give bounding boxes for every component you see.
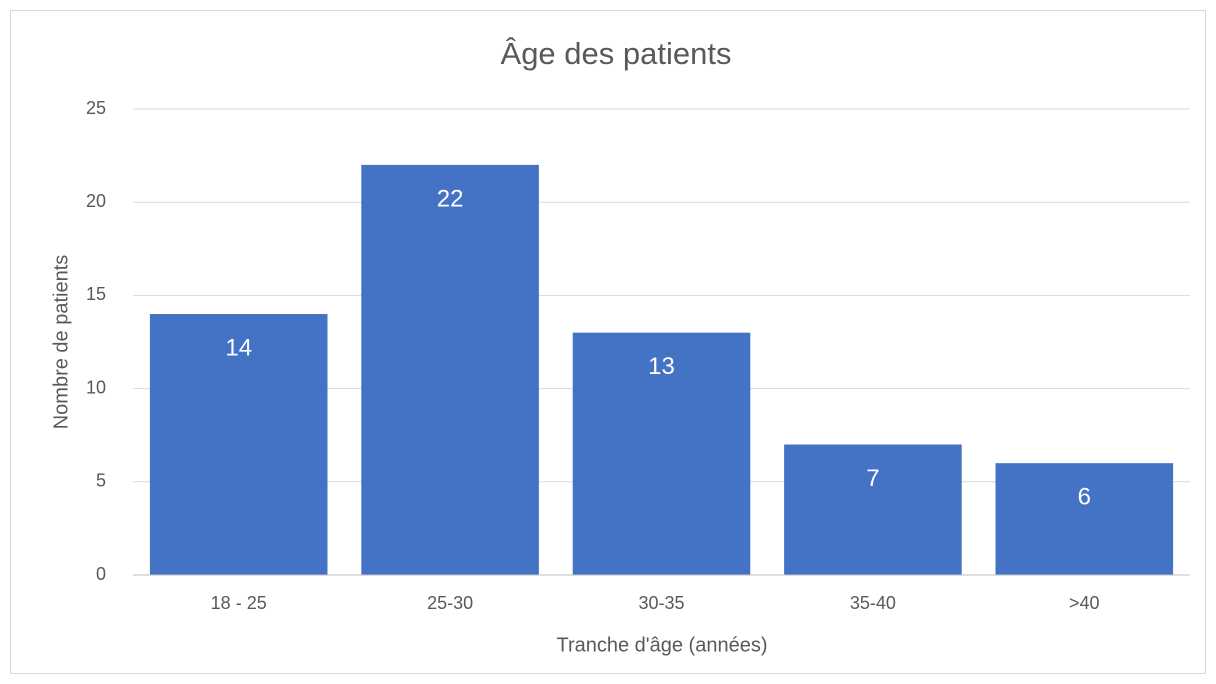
- y-tick-label: 5: [96, 471, 106, 491]
- x-tick-label: 18 - 25: [211, 593, 267, 613]
- bar: [149, 314, 328, 575]
- x-tick-label: 35-40: [850, 593, 896, 613]
- bar: [572, 332, 751, 575]
- chart-title: Âge des patients: [501, 36, 732, 71]
- y-axis-label: Nombre de patients: [50, 255, 72, 430]
- x-axis-label: Tranche d'âge (années): [557, 634, 768, 656]
- bar: [995, 463, 1174, 575]
- y-tick-label: 10: [86, 377, 106, 397]
- x-tick-label: >40: [1069, 593, 1100, 613]
- data-label: 14: [225, 334, 252, 361]
- y-tick-label: 0: [96, 564, 106, 584]
- data-label: 6: [1078, 484, 1091, 511]
- y-tick-label: 25: [86, 98, 106, 118]
- x-tick-label: 30-35: [638, 593, 684, 613]
- data-label: 7: [866, 465, 879, 492]
- x-tick-label: 25-30: [427, 593, 473, 613]
- bar: [361, 164, 539, 576]
- y-tick-label: 20: [86, 191, 106, 211]
- bar: [784, 444, 962, 575]
- data-label: 13: [648, 353, 675, 380]
- data-label: 22: [437, 185, 464, 212]
- y-tick-label: 15: [86, 284, 106, 304]
